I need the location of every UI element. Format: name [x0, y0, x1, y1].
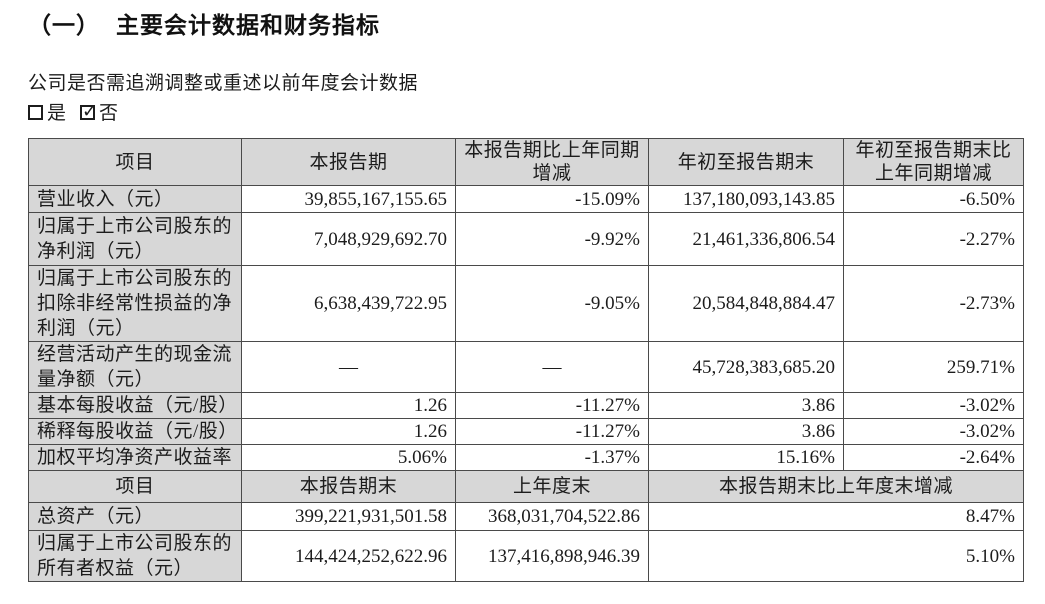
row-label: 稀释每股收益（元/股） [28, 418, 242, 445]
value-current-period: 7,048,929,692.70 [241, 212, 456, 266]
table-row: 归属于上市公司股东的净利润（元） 7,048,929,692.70 -9.92%… [28, 212, 1024, 266]
value-period-end: 399,221,931,501.58 [241, 502, 456, 531]
table1-header-row: 项目 本报告期 本报告期比上年同期增减 年初至报告期末 年初至报告期末比上年同期… [28, 138, 1024, 186]
col-header-ytd-yoy-change: 年初至报告期末比上年同期增减 [843, 138, 1024, 186]
row-label: 归属于上市公司股东的所有者权益（元） [28, 530, 242, 582]
row-label: 总资产（元） [28, 502, 242, 531]
value-prior-year-end: 368,031,704,522.86 [455, 502, 649, 531]
value-ytd: 137,180,093,143.85 [648, 185, 844, 213]
option-no: 否 [80, 101, 119, 124]
col-header-item: 项目 [28, 138, 242, 186]
value-period-end: 144,424,252,622.96 [241, 530, 456, 582]
value-ytd: 3.86 [648, 392, 844, 419]
value-ytd: 21,461,336,806.54 [648, 212, 844, 266]
table-row: 营业收入（元） 39,855,167,155.65 -15.09% 137,18… [28, 185, 1024, 213]
value-yoy-change: — [455, 341, 649, 393]
value-ytd-yoy-change: -6.50% [843, 185, 1024, 213]
section-title-text: 主要会计数据和财务指标 [116, 12, 380, 38]
value-current-period: 6,638,439,722.95 [241, 265, 456, 342]
value-change: 5.10% [648, 530, 1024, 582]
value-current-period: 1.26 [241, 392, 456, 419]
option-yes: 是 [28, 103, 66, 124]
row-label: 基本每股收益（元/股） [28, 392, 242, 419]
section-title: （一） 主要会计数据和财务指标 [28, 6, 380, 40]
table-row: 加权平均净资产收益率 5.06% -1.37% 15.16% -2.64% [28, 444, 1024, 471]
row-label: 经营活动产生的现金流量净额（元） [28, 341, 242, 393]
checkbox-unchecked-icon [28, 105, 43, 120]
table-row: 总资产（元） 399,221,931,501.58 368,031,704,52… [28, 502, 1024, 531]
restatement-question: 公司是否需追溯调整或重述以前年度会计数据 [28, 73, 419, 94]
key-financials-table: 项目 本报告期 本报告期比上年同期增减 年初至报告期末 年初至报告期末比上年同期… [28, 138, 1024, 582]
checkbox-checked-icon [80, 101, 97, 122]
value-yoy-change: -11.27% [455, 392, 649, 419]
col-header-period-end-change: 本报告期末比上年度末增减 [648, 470, 1024, 503]
value-ytd: 15.16% [648, 444, 844, 471]
col-header-ytd: 年初至报告期末 [648, 138, 844, 186]
value-yoy-change: -15.09% [455, 185, 649, 213]
restatement-options: 是否 [28, 98, 132, 125]
option-yes-label: 是 [47, 103, 67, 124]
col-header-item: 项目 [28, 470, 242, 503]
row-label: 加权平均净资产收益率 [28, 444, 242, 471]
value-current-period: — [241, 341, 456, 393]
table-row: 稀释每股收益（元/股） 1.26 -11.27% 3.86 -3.02% [28, 418, 1024, 445]
col-header-yoy-change: 本报告期比上年同期增减 [455, 138, 649, 186]
row-label: 归属于上市公司股东的净利润（元） [28, 212, 242, 266]
value-ytd: 45,728,383,685.20 [648, 341, 844, 393]
value-ytd: 3.86 [648, 418, 844, 445]
table-row: 经营活动产生的现金流量净额（元） — — 45,728,383,685.20 2… [28, 341, 1024, 393]
row-label: 营业收入（元） [28, 185, 242, 213]
value-current-period: 5.06% [241, 444, 456, 471]
value-ytd-yoy-change: 259.71% [843, 341, 1024, 393]
row-label: 归属于上市公司股东的扣除非经常性损益的净利润（元） [28, 265, 242, 342]
value-yoy-change: -11.27% [455, 418, 649, 445]
option-no-label: 否 [99, 103, 119, 124]
col-header-period-end: 本报告期末 [241, 470, 456, 503]
table2-header-row: 项目 本报告期末 上年度末 本报告期末比上年度末增减 [28, 470, 1024, 503]
value-current-period: 1.26 [241, 418, 456, 445]
table-row: 归属于上市公司股东的所有者权益（元） 144,424,252,622.96 13… [28, 530, 1024, 582]
value-ytd: 20,584,848,884.47 [648, 265, 844, 342]
value-prior-year-end: 137,416,898,946.39 [455, 530, 649, 582]
table-row: 基本每股收益（元/股） 1.26 -11.27% 3.86 -3.02% [28, 392, 1024, 419]
value-ytd-yoy-change: -2.27% [843, 212, 1024, 266]
value-ytd-yoy-change: -2.64% [843, 444, 1024, 471]
table-row: 归属于上市公司股东的扣除非经常性损益的净利润（元） 6,638,439,722.… [28, 265, 1024, 342]
section-number: （一） [28, 12, 100, 38]
value-yoy-change: -9.05% [455, 265, 649, 342]
col-header-prior-year-end: 上年度末 [455, 470, 649, 503]
value-ytd-yoy-change: -3.02% [843, 392, 1024, 419]
value-ytd-yoy-change: -3.02% [843, 418, 1024, 445]
value-yoy-change: -9.92% [455, 212, 649, 266]
value-ytd-yoy-change: -2.73% [843, 265, 1024, 342]
col-header-current-period: 本报告期 [241, 138, 456, 186]
value-yoy-change: -1.37% [455, 444, 649, 471]
value-change: 8.47% [648, 502, 1024, 531]
value-current-period: 39,855,167,155.65 [241, 185, 456, 213]
